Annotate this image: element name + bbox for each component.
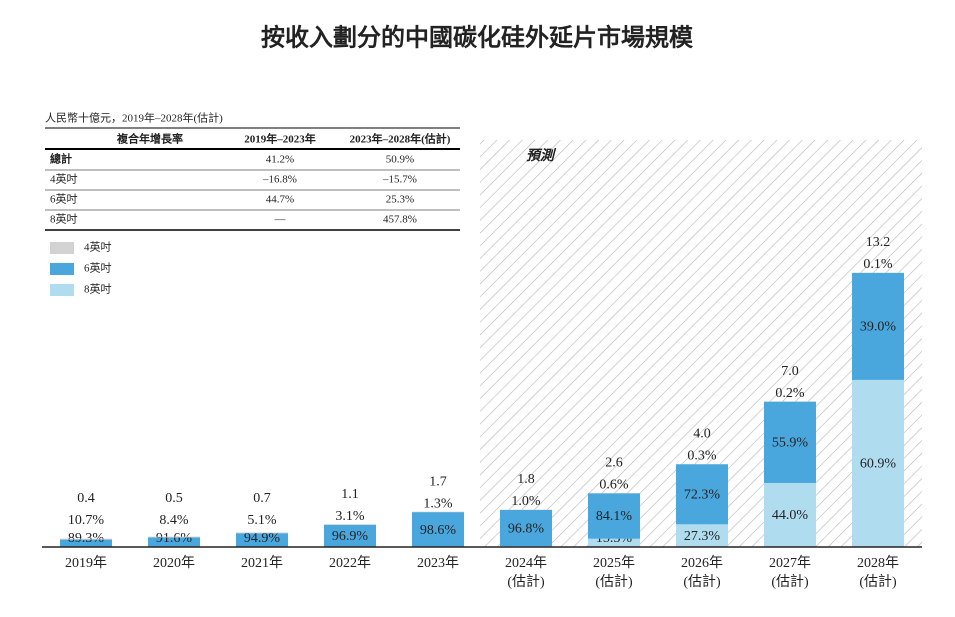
bar-segment bbox=[588, 493, 640, 539]
legend-label: 4英吋 bbox=[84, 240, 112, 254]
bar-segment bbox=[852, 379, 904, 547]
table-cell: 總計 bbox=[50, 152, 72, 166]
table-cell: –15.7% bbox=[382, 174, 417, 186]
data-label: 60.9% bbox=[860, 457, 897, 472]
x-tick-label: 2022年 bbox=[329, 555, 371, 571]
total-label: 1.1 bbox=[341, 487, 359, 502]
bar-segment bbox=[236, 532, 288, 534]
table-header: 複合年增長率 bbox=[116, 132, 183, 146]
table-cell: 50.9% bbox=[386, 154, 414, 166]
data-label: 3.1% bbox=[335, 509, 365, 524]
table-cell: 457.8% bbox=[383, 214, 417, 226]
bar-segment bbox=[588, 538, 640, 547]
bar-segment bbox=[324, 524, 376, 525]
table-cell: 25.3% bbox=[386, 194, 414, 206]
total-label: 13.2 bbox=[866, 235, 891, 250]
x-tick-label: 2021年 bbox=[241, 555, 283, 571]
x-tick-label: 2025年 bbox=[593, 555, 635, 571]
x-tick-label: (估計) bbox=[595, 574, 633, 590]
table-header: 2023年–2028年(估計) bbox=[350, 132, 451, 146]
bar-segment bbox=[676, 524, 728, 547]
x-tick-label: (估計) bbox=[859, 574, 897, 590]
total-label: 0.5 bbox=[165, 491, 183, 506]
data-label: 1.3% bbox=[423, 496, 453, 511]
legend-swatch bbox=[50, 284, 74, 296]
bar-segment bbox=[60, 539, 112, 547]
table-cell: 4英吋 bbox=[50, 172, 78, 186]
data-label: 84.1% bbox=[596, 509, 633, 524]
bar-segment bbox=[60, 538, 112, 540]
x-tick-label: 2019年 bbox=[65, 555, 107, 571]
table-header: 2019年–2023年 bbox=[244, 132, 316, 146]
unit-note: 人民幣十億元，2019年–2028年(估計) bbox=[45, 111, 223, 125]
table-cell: — bbox=[274, 214, 287, 226]
total-label: 4.0 bbox=[693, 426, 711, 441]
x-tick-label: 2028年 bbox=[857, 555, 899, 571]
legend-label: 6英吋 bbox=[84, 261, 112, 275]
x-tick-label: (估計) bbox=[683, 574, 721, 590]
data-label: 91.6% bbox=[156, 531, 193, 546]
legend-swatch bbox=[50, 242, 74, 254]
data-label: 98.6% bbox=[420, 523, 457, 538]
total-label: 0.7 bbox=[253, 491, 271, 506]
bar-segment bbox=[148, 536, 200, 538]
bar-segment bbox=[764, 482, 816, 547]
forecast-label: 預測 bbox=[526, 147, 557, 164]
data-label: 5.1% bbox=[247, 513, 277, 528]
table-cell: –16.8% bbox=[262, 174, 297, 186]
legend-label: 8英吋 bbox=[84, 282, 112, 296]
data-label: 1.0% bbox=[511, 494, 541, 509]
bar-segment bbox=[676, 464, 728, 525]
table-cell: 41.2% bbox=[266, 154, 294, 166]
bar-segment bbox=[412, 512, 464, 547]
data-label: 0.3% bbox=[687, 448, 717, 463]
data-label: 96.9% bbox=[332, 529, 369, 544]
total-label: 1.8 bbox=[517, 472, 535, 487]
legend-swatch bbox=[50, 263, 74, 275]
data-label: 0.1% bbox=[863, 257, 893, 272]
data-label: 94.9% bbox=[244, 531, 281, 546]
bar-segment bbox=[148, 537, 200, 547]
table-cell: 44.7% bbox=[266, 194, 294, 206]
bar-segment bbox=[764, 401, 816, 483]
total-label: 2.6 bbox=[605, 456, 623, 471]
x-tick-label: (估計) bbox=[771, 574, 809, 590]
x-tick-label: 2024年 bbox=[505, 555, 547, 571]
bar-segment bbox=[852, 272, 904, 380]
data-label: 72.3% bbox=[684, 487, 721, 502]
x-tick-label: 2026年 bbox=[681, 555, 723, 571]
table-cell: 6英吋 bbox=[50, 192, 78, 206]
data-label: 27.3% bbox=[684, 529, 721, 544]
x-tick-label: (估計) bbox=[507, 574, 545, 590]
data-label: 0.6% bbox=[599, 478, 629, 493]
x-tick-label: 2027年 bbox=[769, 555, 811, 571]
total-label: 0.4 bbox=[77, 491, 95, 506]
data-label: 8.4% bbox=[159, 513, 189, 528]
chart-title: 按收入劃分的中國碳化硅外延片市場規模 bbox=[261, 24, 694, 52]
data-label: 44.0% bbox=[772, 508, 809, 523]
data-label: 0.2% bbox=[775, 386, 805, 401]
bar-segment bbox=[500, 509, 552, 547]
x-tick-label: 2020年 bbox=[153, 555, 195, 571]
table-cell: 8英吋 bbox=[50, 212, 78, 226]
data-label: 10.7% bbox=[68, 513, 105, 528]
data-label: 55.9% bbox=[772, 436, 809, 451]
x-tick-label: 2023年 bbox=[417, 555, 459, 571]
bar-segment bbox=[324, 524, 376, 547]
bar-segment bbox=[236, 533, 288, 547]
total-label: 7.0 bbox=[781, 364, 799, 379]
data-label: 39.0% bbox=[860, 320, 897, 335]
data-label: 96.8% bbox=[508, 521, 545, 536]
total-label: 1.7 bbox=[429, 474, 447, 489]
